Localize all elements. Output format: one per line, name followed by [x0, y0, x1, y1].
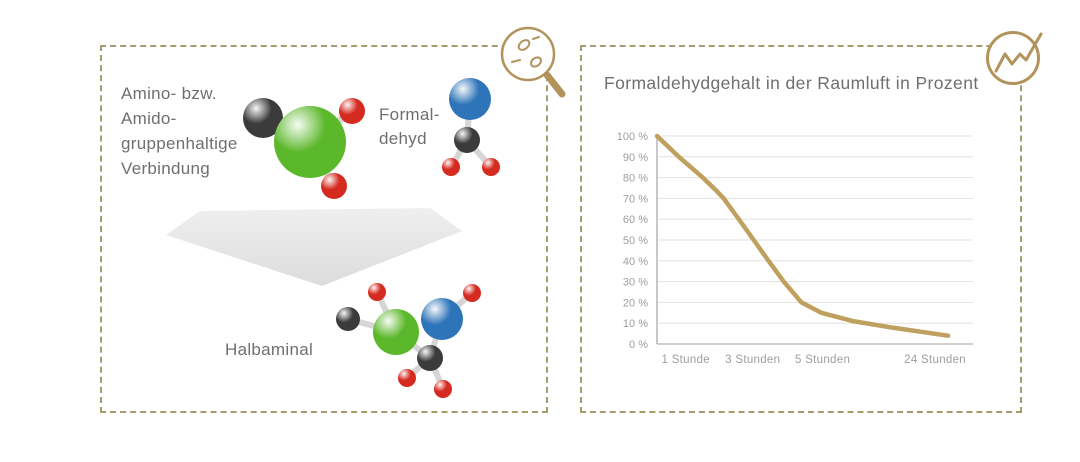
atom-hydrogen-red [482, 158, 500, 176]
atom-hydrogen-red [398, 369, 416, 387]
x-axis-label: 3 Stunden [725, 354, 780, 366]
atom-carbon [454, 127, 480, 153]
atom-hydrogen-red [434, 380, 452, 398]
atom-oxygen-blue [449, 78, 491, 120]
molecule-amino-compound [243, 98, 365, 199]
product-label: Halbaminal [225, 340, 314, 359]
y-tick-label: 20 % [623, 297, 648, 309]
x-axis-label: 5 Stunden [795, 354, 850, 366]
atom-hydrogen-red [442, 158, 460, 176]
atom-oxygen [339, 98, 365, 124]
trend-chart-icon [986, 31, 1043, 85]
atom-carbon [417, 345, 443, 371]
atom-carbon [336, 307, 360, 331]
data-line [654, 133, 951, 338]
magnifier-molecules-icon [500, 26, 566, 98]
atom-oxygen [463, 284, 481, 302]
atom-nitrogen-green [274, 106, 346, 178]
formaldehyde-label: Formal- dehyd [379, 105, 440, 148]
chart-panel [580, 45, 1022, 413]
molecule-halbaminal [336, 283, 481, 398]
y-tick-label: 60 % [623, 214, 648, 226]
y-tick-label: 30 % [623, 277, 648, 289]
atom-oxygen [321, 173, 347, 199]
atom-nitrogen-green [373, 309, 419, 355]
chart-title: Formaldehydgehalt in der Raumluft in Pro… [604, 73, 979, 93]
y-tick-label: 50 % [623, 235, 648, 247]
y-tick-label: 90 % [623, 152, 648, 164]
formaldehyde-line-chart: 100 % 90 % 80 % 70 % 60 % 50 % 40 % 30 % 20 % 10 … [617, 131, 973, 366]
y-tick-label: 0 % [629, 339, 648, 351]
atom-oxygen [368, 283, 386, 301]
y-tick-label: 40 % [623, 256, 648, 268]
y-tick-label: 100 % [617, 131, 648, 143]
reaction-arrow-down [166, 208, 462, 286]
x-axis-label: 24 Stunden [904, 354, 966, 366]
atom-carbon [243, 98, 283, 138]
x-axis-label: 1 Stunde [662, 354, 710, 366]
reactant-label: Amino- bzw. Amido- gruppenhaltige Verbin… [121, 84, 238, 178]
y-tick-label: 10 % [623, 318, 648, 330]
atom-oxygen-blue [421, 298, 463, 340]
y-tick-label: 70 % [623, 193, 648, 205]
y-tick-label: 80 % [623, 173, 648, 185]
molecule-formaldehyde [442, 78, 500, 176]
